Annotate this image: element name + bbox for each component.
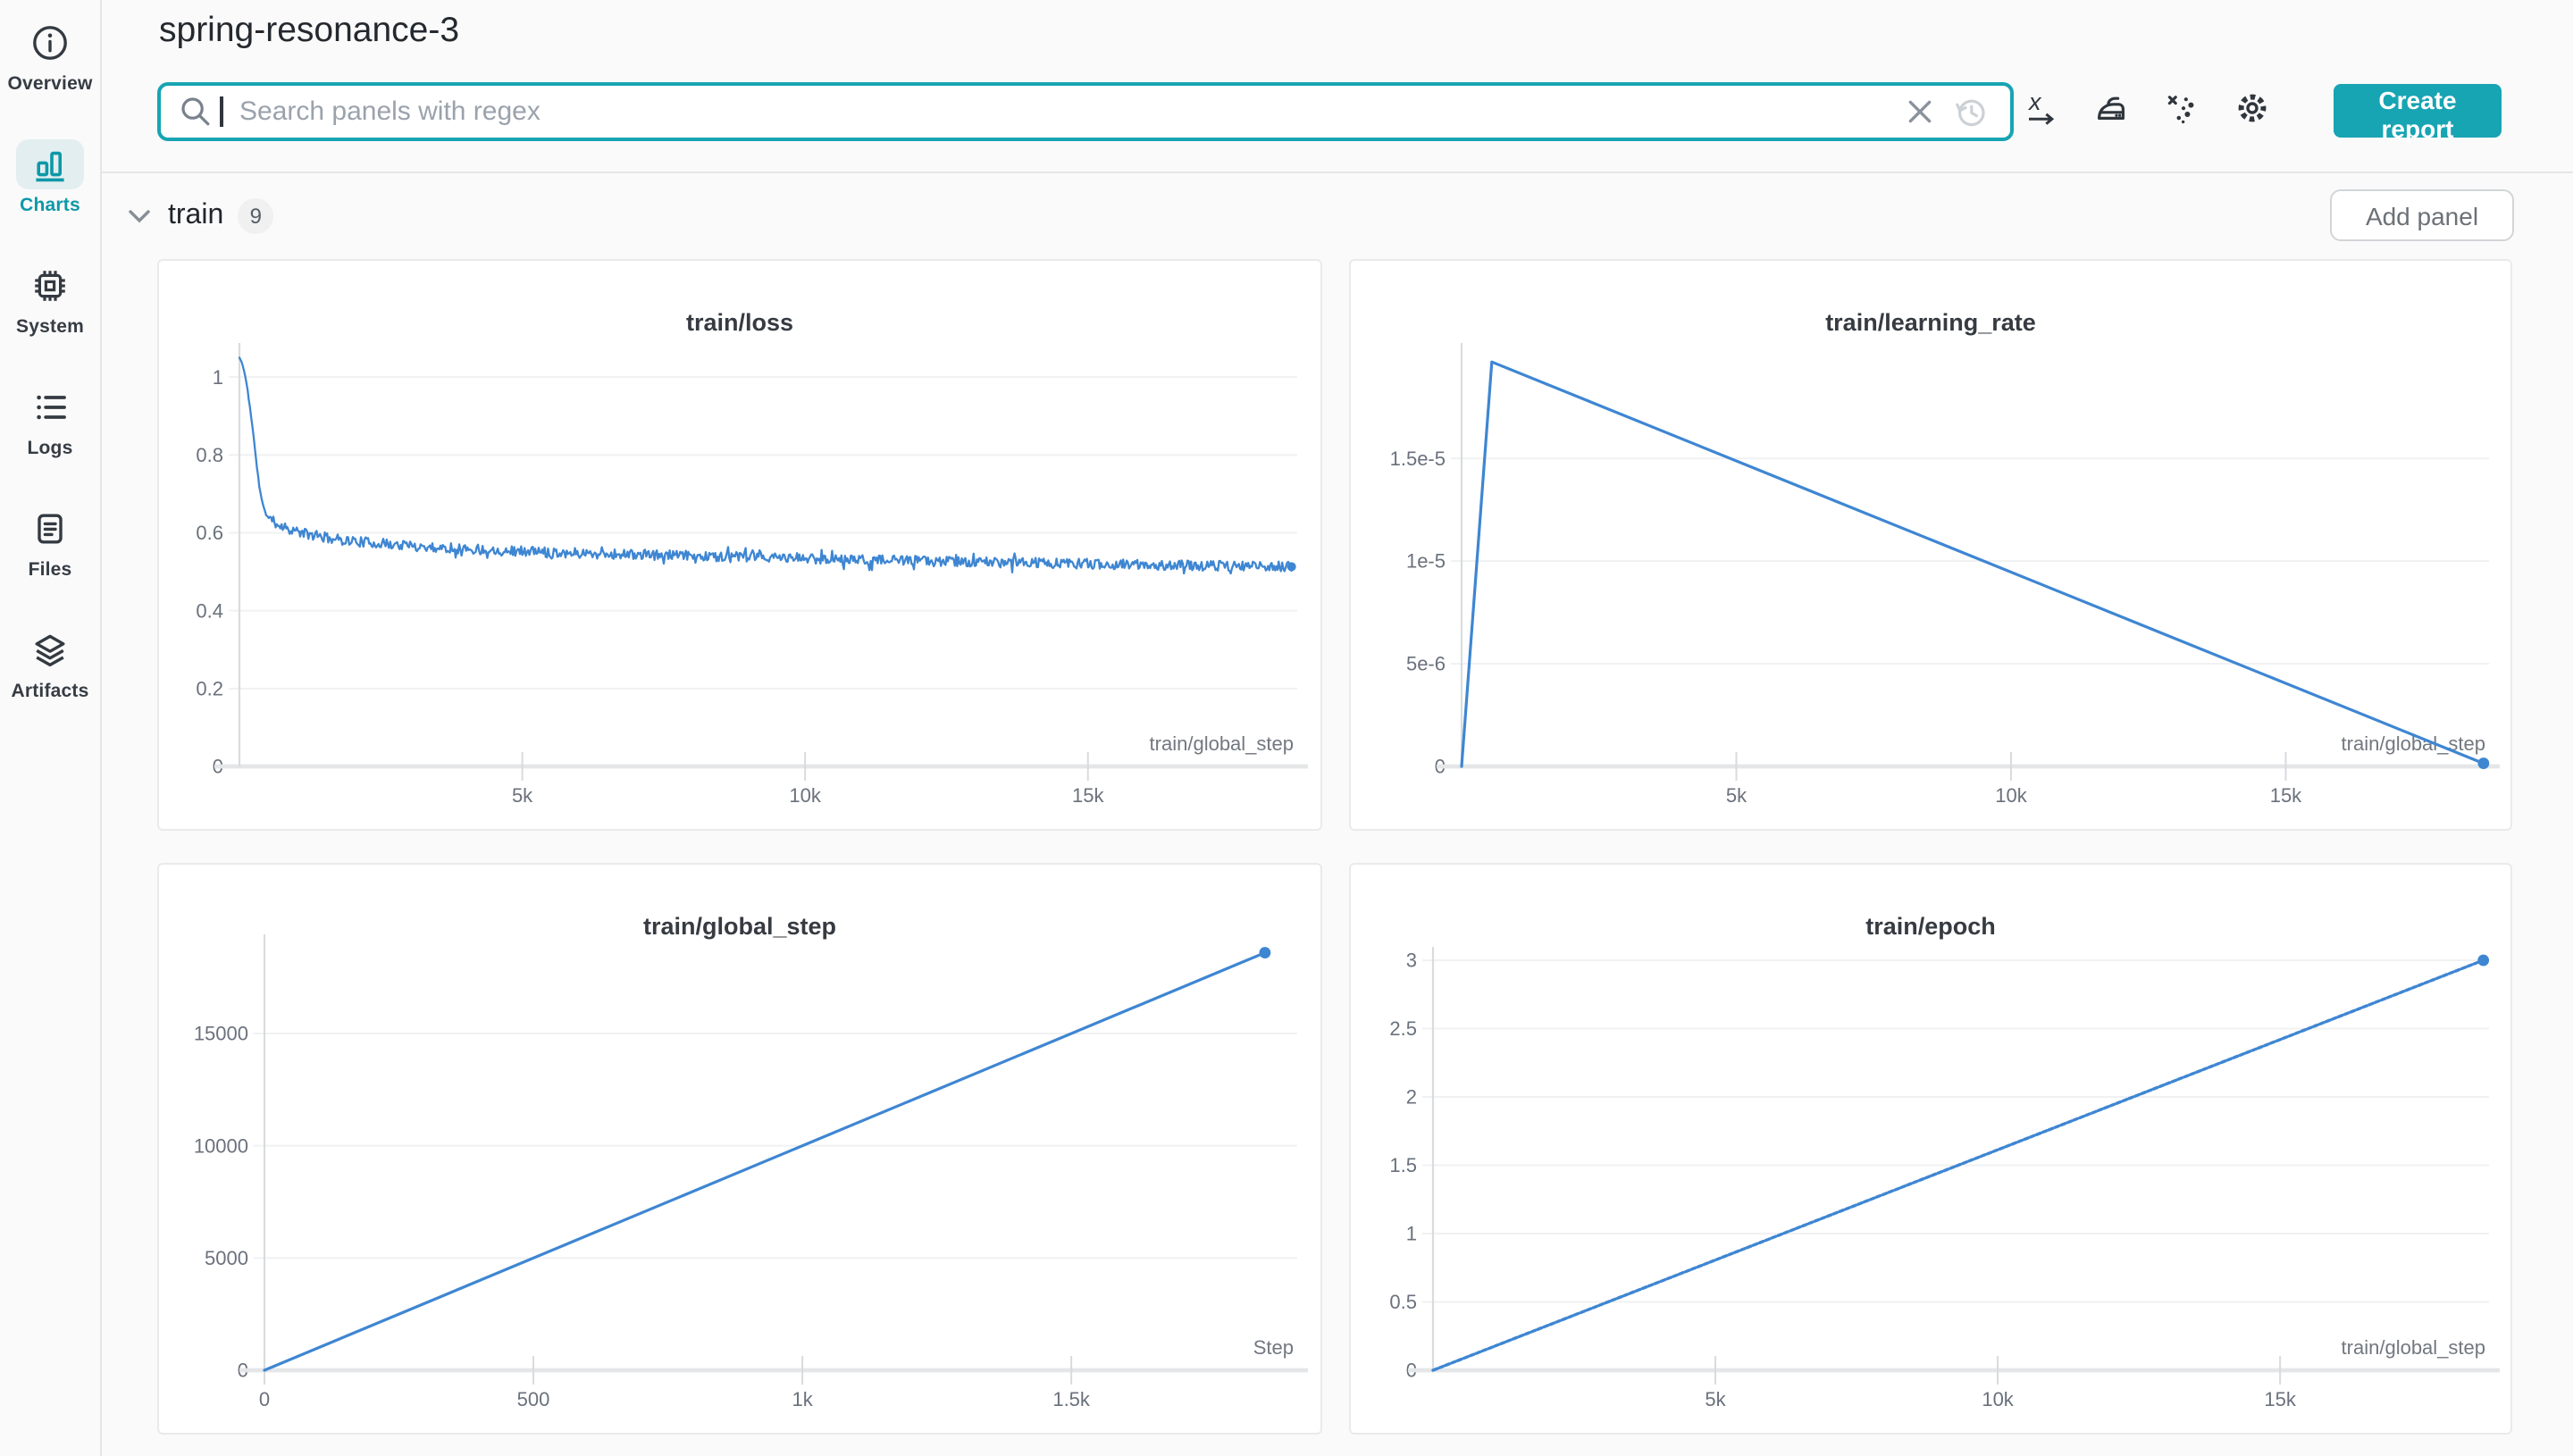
sidebar-item-artifacts[interactable]: Artifacts (12, 625, 89, 702)
history-icon[interactable] (1953, 94, 1989, 130)
panel-title: train/learning_rate (1825, 309, 2036, 336)
svg-text:2: 2 (1406, 1086, 1417, 1109)
search-icon (179, 95, 213, 129)
panel-train-loss[interactable]: 00.20.40.60.815k10k15ktrain/global_step … (157, 259, 1322, 831)
panel-title: train/global_step (642, 913, 837, 940)
svg-text:500: 500 (517, 1388, 550, 1410)
search-bar (157, 82, 2014, 141)
layers-icon (16, 625, 84, 675)
svg-text:10k: 10k (1982, 1388, 2014, 1410)
document-icon (16, 504, 84, 554)
svg-text:train/global_step: train/global_step (2342, 1336, 2485, 1359)
svg-text:5k: 5k (1726, 784, 1747, 807)
add-panel-button[interactable]: Add panel (2330, 189, 2514, 241)
sidebar-item-logs[interactable]: Logs (16, 382, 84, 459)
panel-train-learning-rate[interactable]: 05e-61e-51.5e-55k10k15ktrain/global_step… (1349, 259, 2512, 831)
panel-grid: 00.20.40.60.815k10k15ktrain/global_step … (157, 259, 2512, 1435)
search-input[interactable] (230, 95, 1887, 129)
train-section-header: train 9 (125, 189, 274, 241)
svg-text:1.5k: 1.5k (1052, 1388, 1091, 1410)
sidebar-item-label: Charts (20, 195, 80, 216)
svg-text:train/global_step: train/global_step (1150, 732, 1294, 755)
svg-text:5000: 5000 (205, 1247, 248, 1269)
svg-text:5k: 5k (512, 784, 533, 807)
svg-text:10000: 10000 (194, 1134, 248, 1157)
sidebar: Overview Charts System (0, 0, 102, 1456)
quick-settings: x (2023, 89, 2271, 127)
svg-text:1: 1 (1406, 1223, 1417, 1245)
clear-search-button[interactable] (1905, 96, 1935, 127)
text-caret (220, 96, 222, 127)
panel-title: train/epoch (1865, 913, 1996, 940)
create-report-button[interactable]: Create report (2334, 84, 2502, 143)
chip-icon (16, 261, 84, 311)
settings-gear-icon[interactable] (2234, 89, 2271, 127)
panel-count-badge: 9 (238, 197, 274, 233)
svg-text:0.4: 0.4 (196, 599, 223, 622)
svg-text:15000: 15000 (194, 1023, 248, 1045)
svg-text:1: 1 (213, 366, 223, 389)
svg-text:5e-6: 5e-6 (1406, 653, 1446, 675)
sidebar-item-overview[interactable]: Overview (8, 18, 93, 95)
smoothing-icon[interactable] (2092, 89, 2130, 127)
sidebar-item-label: Logs (27, 438, 73, 459)
info-icon (16, 18, 84, 68)
panel-title: train/loss (685, 309, 794, 336)
svg-text:15k: 15k (1072, 784, 1104, 807)
svg-text:1.5e-5: 1.5e-5 (1390, 448, 1446, 470)
svg-text:3: 3 (1406, 950, 1417, 972)
svg-text:x: x (2027, 89, 2042, 115)
sidebar-item-charts[interactable]: Charts (16, 139, 84, 216)
svg-text:15k: 15k (2270, 784, 2302, 807)
toolbar-divider (102, 172, 2573, 173)
svg-text:0.5: 0.5 (1389, 1291, 1417, 1313)
svg-text:1.5: 1.5 (1389, 1154, 1417, 1176)
run-title: spring-resonance-3 (159, 11, 460, 50)
svg-text:5k: 5k (1705, 1388, 1726, 1410)
bar-chart-icon (16, 139, 84, 189)
sidebar-item-label: Artifacts (11, 681, 89, 702)
sidebar-item-label: Overview (7, 73, 93, 95)
sidebar-item-label: System (16, 316, 84, 338)
svg-text:2.5: 2.5 (1389, 1017, 1417, 1040)
list-icon (16, 382, 84, 432)
section-title: train (168, 199, 224, 230)
svg-text:0.8: 0.8 (196, 444, 223, 466)
svg-text:0.6: 0.6 (196, 522, 223, 544)
sidebar-item-system[interactable]: System (16, 261, 84, 338)
outliers-icon[interactable] (2164, 90, 2200, 126)
svg-text:0.2: 0.2 (196, 677, 223, 699)
chevron-down-icon[interactable] (125, 203, 154, 228)
svg-text:1k: 1k (792, 1388, 813, 1410)
svg-text:15k: 15k (2264, 1388, 2296, 1410)
x-axis-button[interactable]: x (2023, 89, 2058, 127)
svg-text:10k: 10k (789, 784, 821, 807)
svg-text:10k: 10k (1995, 784, 2027, 807)
svg-text:0: 0 (259, 1388, 270, 1410)
sidebar-item-label: Files (28, 559, 72, 581)
sidebar-item-files[interactable]: Files (16, 504, 84, 581)
svg-text:1e-5: 1e-5 (1406, 550, 1446, 573)
svg-text:Step: Step (1253, 1336, 1294, 1359)
